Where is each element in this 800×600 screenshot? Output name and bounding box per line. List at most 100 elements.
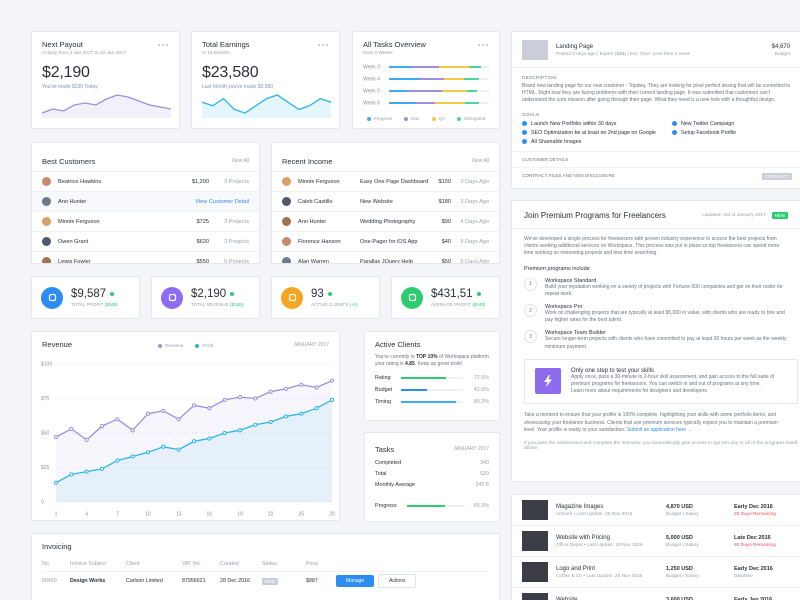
footnote: If you pass the assessment and complete … <box>524 441 798 452</box>
goal-text: All Shareable Images <box>531 138 582 145</box>
application-link[interactable]: Submit an application here → <box>626 426 693 433</box>
avatar <box>282 237 291 246</box>
task-value: 340 <box>480 459 489 466</box>
x-tick-label: 4 <box>85 511 88 517</box>
dot <box>322 44 324 46</box>
x-tick-label: 10 <box>145 511 151 517</box>
legend-label: QA <box>438 116 446 121</box>
customer-row[interactable]: Ann Hunter View Customer Detail <box>32 191 259 211</box>
goal-item: All Shareable Images <box>522 139 672 145</box>
metric-bar <box>401 389 428 392</box>
collapsible-section[interactable]: CUSTOMER DETAILS <box>512 150 800 167</box>
goal-text: New Twitter Campaign <box>681 120 735 127</box>
avatar <box>42 257 51 263</box>
actions-button[interactable]: Actions <box>378 574 417 588</box>
status-dot <box>110 292 115 296</box>
project-row[interactable]: WebsitePortfolio • Last Update: 18 Nov 2… <box>512 587 800 600</box>
more-icon[interactable] <box>157 43 169 47</box>
customer-row[interactable]: Minnie Ferguson $725 2 Projects <box>32 211 259 231</box>
kpi-label: TOTAL REVENUE <box>191 302 229 307</box>
task-segment <box>389 66 411 68</box>
data-point <box>53 480 59 485</box>
cell-text: 28 Dec 2016 <box>220 578 251 584</box>
kpi-label-line: ACTIVE CLIENTS (+2) <box>311 302 358 307</box>
task-segment <box>415 102 435 104</box>
more-icon[interactable] <box>317 43 329 47</box>
progress-track <box>407 505 465 507</box>
data-point <box>237 395 243 400</box>
column-header-spacer <box>336 557 489 571</box>
customer-amount: $1,200 <box>191 178 209 185</box>
customer-row[interactable]: Beatrice Hawkins $1,200 3 Projects <box>32 171 259 191</box>
tasks-chart: Week 3 Week 4 Week 5 Week 6 <box>363 64 489 106</box>
view-all-link[interactable]: View All <box>231 158 249 164</box>
section-label: DESCRIPTION <box>522 75 557 80</box>
closing-text: Take a moment to ensure that your profil… <box>524 412 798 434</box>
stat-note: Last Month you've made $2,980 <box>202 84 274 90</box>
income-amount: $90 <box>441 218 451 225</box>
kpi-icon <box>161 286 183 309</box>
collapsible-section[interactable]: CONTRACT FILES AND NON DISCLOSURE CONTRAC… <box>512 166 800 185</box>
task-value: 520 <box>480 470 489 477</box>
week-label: Week 3 <box>363 64 380 70</box>
income-time: 4 Days Ago <box>460 218 489 225</box>
task-label: Total <box>375 470 387 477</box>
sparkline-area <box>42 95 171 118</box>
income-time: 5 Days Ago <box>460 238 489 245</box>
skills-link[interactable]: Learn more about requirements for design… <box>571 388 707 395</box>
project-price-block: 4,870 USD Budget | Salary <box>666 504 734 517</box>
legend-item: Revenue <box>157 343 183 348</box>
program-item: 2 Workspace Pro Work on challenging projec… <box>524 304 798 324</box>
section-title: CONTRACT FILES AND NON DISCLOSURE <box>522 172 615 178</box>
customer-detail-link[interactable]: View Customer Detail <box>195 198 249 205</box>
more-icon[interactable] <box>477 43 489 47</box>
kpi-value: 93 <box>311 288 324 300</box>
progress-value: 65.3% <box>473 503 489 509</box>
project-row[interactable]: Logo and Print Coffee & Co • Last Update:… <box>512 556 800 587</box>
sparkline <box>42 94 171 118</box>
invoice-cell: Carlson Limited <box>126 571 182 590</box>
customer-row[interactable]: Owen Grant $620 3 Projects <box>32 231 259 251</box>
task-segment <box>407 90 442 92</box>
series-area <box>56 399 332 502</box>
goal-check <box>672 121 677 127</box>
avatar <box>282 197 291 206</box>
task-segment <box>411 66 439 68</box>
project-row[interactable]: Website with Pricing Office Depot • Last … <box>512 525 800 556</box>
kpi-card: $2,190 TOTAL REVENUE ($348) <box>151 276 260 319</box>
kpi-value: $9,587 <box>71 288 107 300</box>
project-title: Landing Page <box>556 43 594 50</box>
data-point <box>161 408 166 414</box>
view-all-link[interactable]: View All <box>471 158 489 164</box>
customer-row[interactable]: Lewis Fowler $550 5 Projects <box>32 251 259 264</box>
projects-card: Magazine Images Artwork • Last Update: 25… <box>511 494 800 600</box>
card-title: Next Payout <box>42 40 83 49</box>
dot <box>318 44 320 46</box>
data-point <box>237 428 243 433</box>
x-tick-label: 1 <box>55 511 58 517</box>
data-point <box>115 417 120 422</box>
project-row[interactable]: Magazine Images Artwork • Last Update: 25… <box>512 495 800 525</box>
task-row: Total 520 <box>375 468 489 479</box>
project-date: Early Dec 2016 <box>734 503 773 510</box>
legend: Progress Due QA Delegated <box>353 116 499 121</box>
column-header: Status <box>262 561 278 567</box>
kpi-label: ACTIVE CLIENTS <box>311 302 349 307</box>
dot <box>166 44 168 46</box>
card-subtitle: Activity from 4 Jan 2017 to 10 Jan 2017 <box>42 51 127 56</box>
card-header: Recent Income View All <box>282 151 489 171</box>
goal-check <box>522 121 527 127</box>
project-date-block: Late Dec 2016 50 Days Remaining <box>734 535 776 548</box>
manage-button[interactable]: Manage <box>336 575 375 587</box>
data-point <box>299 411 304 416</box>
data-point <box>161 444 166 449</box>
income-row: Florence Hanson One-Pager for iOS App $40 5… <box>272 231 499 251</box>
legend: Revenue Profit <box>32 343 339 348</box>
revenue-chart: 0 $25 $50 $75 $100 1 4 7 10 13 16 19 22 25 28 <box>41 361 335 517</box>
dot <box>162 44 164 46</box>
customer-amount: $550 <box>196 258 209 264</box>
goal-text: Setup Facebook Profile <box>681 129 737 136</box>
glyph <box>48 293 56 302</box>
task-value: 245.5 <box>475 481 490 488</box>
